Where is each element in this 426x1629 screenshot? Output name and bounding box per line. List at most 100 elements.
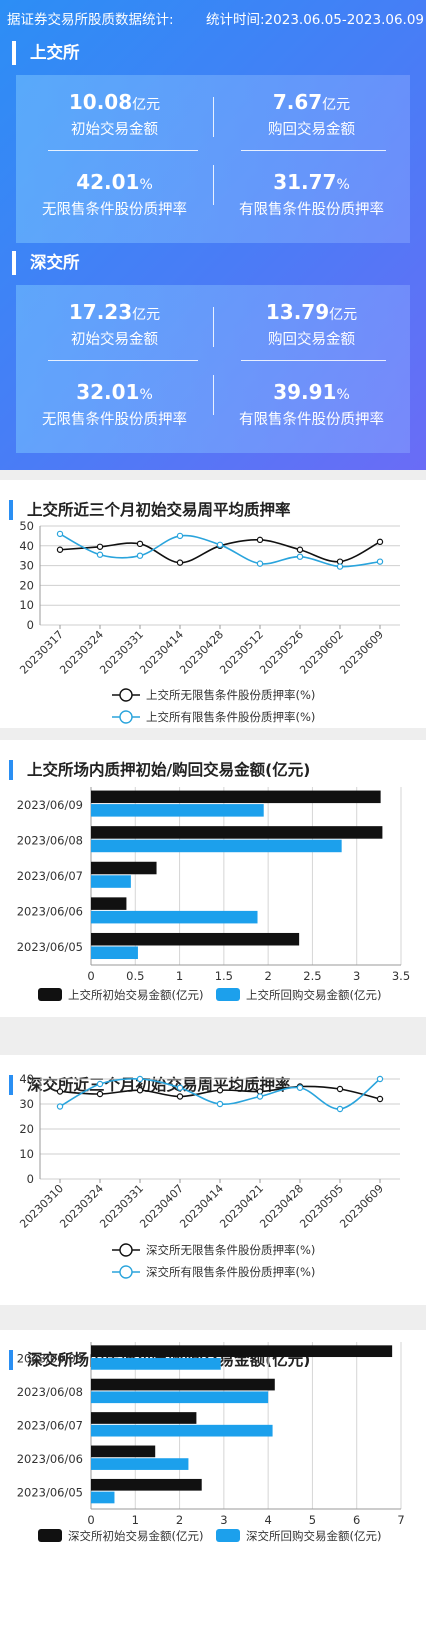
legend-0-swatch-marker (119, 688, 133, 702)
series-1-bar (91, 804, 264, 817)
szse-amount-bar-chart: 0 1 2 3 4 5 6 7 2023/06/09 2023/06/08 2023/06/07 20… (17, 1342, 405, 1543)
y-tick-label: 2023/06/05 (17, 1485, 83, 1499)
x-tick-label: 1 (132, 1513, 139, 1527)
x-tick-label: 5 (309, 1513, 316, 1527)
y-tick-label: 2023/06/08 (17, 1385, 83, 1399)
series-1-bar (91, 910, 258, 924)
sse-repo-amount: 7.67亿元 购回交易金额 (213, 87, 410, 143)
szse-repo-value: 13.79 (265, 300, 330, 324)
sse-restricted-unit: % (336, 177, 350, 193)
y-tick-label: 40 (19, 539, 34, 553)
szse-vdivider-bottom (213, 375, 214, 415)
series-1-point (216, 541, 224, 549)
x-tick-label: 2 (264, 969, 271, 983)
series-0-bar (91, 861, 157, 875)
x-tick-label: 0 (87, 1513, 94, 1527)
y-tick-label: 2023/06/09 (17, 1352, 83, 1366)
series-1-point (376, 558, 384, 565)
series-0-bar (91, 1412, 197, 1424)
y-tick-label: 10 (19, 1147, 34, 1161)
legend-0-swatch-marker (119, 1243, 133, 1257)
szse-unrestricted-rate: 32.01% 无限售条件股份质押率 (16, 377, 213, 433)
szse-rate-chart-card: 深交所近三个月初始交易周平均质押率 0 10 20 30 40 20230310 20230… (0, 1055, 426, 1305)
szse-divider-left (48, 360, 198, 361)
szse-unrestricted-unit: % (139, 387, 153, 403)
series-1-point (376, 1075, 384, 1083)
series-0-point (296, 546, 304, 553)
szse-amount-chart-card: 深交所场内质押初始/购回交易金额(亿元) 012345672023/06/092… (0, 1330, 426, 1629)
y-tick-label: 20 (19, 578, 34, 592)
sse-initial-unit: 亿元 (132, 97, 161, 113)
x-tick-label: 2.5 (303, 969, 321, 983)
series-1-point (216, 1100, 224, 1108)
sse-title: 上交所 (12, 41, 80, 65)
legend-1-swatch (216, 988, 240, 1001)
szse-initial-unit: 亿元 (132, 307, 161, 323)
szse-restricted-label: 有限售条件股份质押率 (239, 412, 384, 428)
sse-repo-label: 购回交易金额 (268, 122, 355, 138)
legend-1-swatch (216, 1529, 240, 1542)
y-tick-label: 2023/06/09 (17, 798, 83, 812)
y-tick-label: 2023/06/05 (17, 940, 83, 954)
legend-1-label: 深交所回购交易金额(亿元) (246, 1529, 381, 1543)
legend-0-swatch (38, 988, 62, 1001)
szse-title: 深交所 (12, 251, 80, 275)
sse-amount-bar-chart: 0 0.5 1 1.5 2 2.5 3 3.5 2023/06/09 2023/06/08 2023… (17, 787, 410, 1002)
sse-unrestricted-unit: % (139, 177, 153, 193)
summary-banner: 据证券交易所股质数据统计: 统计时间:2023.06.05-2023.06.09… (0, 0, 426, 470)
legend-1-label: 上交所有限售条件股份质押率(%) (146, 710, 315, 724)
sse-rate-chart-card: 上交所近三个月初始交易周平均质押率 0 10 20 30 40 50 20230317 202… (0, 480, 426, 728)
series-1-bar (91, 1424, 273, 1437)
series-0-point (56, 1088, 64, 1095)
szse-repo-unit: 亿元 (329, 307, 358, 323)
x-tick-label: 4 (264, 1513, 271, 1527)
sse-vdivider-top (213, 97, 214, 137)
series-0-point (56, 546, 64, 553)
series-0-point (376, 1095, 384, 1103)
series-0-point (176, 1093, 184, 1100)
series-1-bar (91, 946, 138, 960)
sse-restricted-value: 31.77 (273, 170, 337, 194)
x-tick-label: 3 (353, 969, 360, 983)
sse-unrestricted-value: 42.01 (76, 170, 140, 194)
y-tick-label: 20 (19, 1122, 34, 1136)
series-1-point (136, 552, 144, 559)
series-1-point (136, 1075, 144, 1083)
period-note: 统计时间:2023.06.05-2023.06.09 (206, 12, 425, 28)
x-tick-label: 2 (176, 1513, 183, 1527)
series-1-point (256, 1093, 264, 1100)
x-tick-label: 1 (176, 969, 183, 983)
sse-rate-chart-title: 上交所近三个月初始交易周平均质押率 (9, 500, 291, 520)
summary-header: 据证券交易所股质数据统计: 统计时间:2023.06.05-2023.06.09 (7, 8, 424, 28)
series-1-point (176, 1084, 184, 1091)
x-tick-label: 3 (220, 1513, 227, 1527)
sse-panel: 10.08亿元 初始交易金额 7.67亿元 购回交易金额 42.01% 无限售条… (16, 75, 410, 243)
series-0-point (336, 1085, 344, 1093)
sse-initial-amount: 10.08亿元 初始交易金额 (16, 87, 213, 143)
sse-restricted-label: 有限售条件股份质押率 (239, 202, 384, 218)
legend-0-swatch (38, 1529, 62, 1542)
szse-rate-line-chart: 0102030402023031020230324202303312023040… (17, 1072, 400, 1279)
series-1-bar (91, 1491, 115, 1504)
series-1-bar (91, 839, 342, 853)
sse-amount-chart-title: 上交所场内质押初始/购回交易金额(亿元) (9, 760, 310, 780)
szse-initial-value: 17.23 (68, 300, 133, 324)
x-tick-label: 7 (397, 1513, 404, 1527)
szse-repo-amount: 13.79亿元 购回交易金额 (213, 297, 410, 353)
series-0-bar (91, 897, 127, 910)
series-0-bar (91, 932, 300, 946)
sse-initial-label: 初始交易金额 (71, 122, 158, 138)
sse-divider-right (241, 150, 386, 151)
szse-unrestricted-label: 无限售条件股份质押率 (42, 412, 187, 428)
series-0-point (376, 538, 384, 546)
series-1-point (56, 530, 64, 538)
sse-rate-line-chart: 0102030405020230317202303242023033120230… (17, 519, 400, 724)
y-tick-label: 2023/06/06 (17, 905, 83, 919)
szse-panel: 17.23亿元 初始交易金额 13.79亿元 购回交易金额 32.01% 无限售… (16, 285, 410, 453)
series-0-point (136, 1087, 144, 1094)
series-1-point (96, 551, 104, 558)
series-1-point (336, 1105, 344, 1113)
series-0-bar (91, 790, 381, 804)
series-1-point (336, 563, 344, 570)
sse-unrestricted-label: 无限售条件股份质押率 (42, 202, 187, 218)
